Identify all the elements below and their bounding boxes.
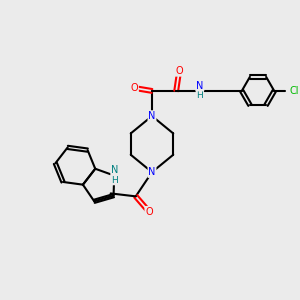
Text: O: O	[130, 83, 138, 93]
Text: O: O	[145, 207, 153, 217]
Text: O: O	[175, 66, 183, 76]
Text: N: N	[148, 167, 156, 177]
Text: N: N	[111, 165, 118, 175]
Text: N: N	[196, 81, 203, 91]
Text: Cl: Cl	[289, 86, 299, 96]
Text: H: H	[111, 176, 118, 184]
Text: N: N	[148, 111, 156, 121]
Text: H: H	[196, 91, 203, 100]
